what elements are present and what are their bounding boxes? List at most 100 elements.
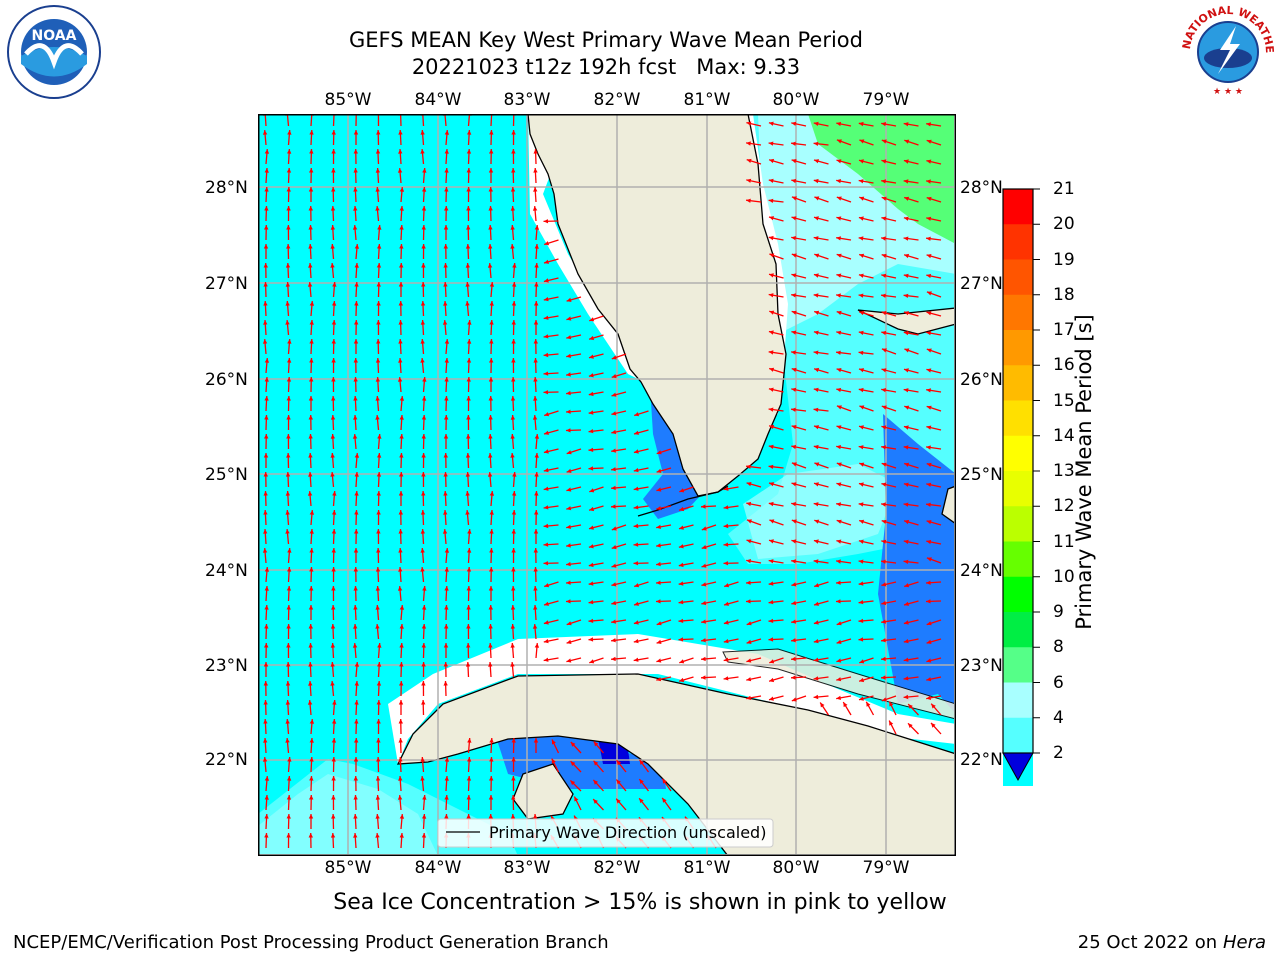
wave-arrow-head (511, 757, 516, 762)
wave-arrow-head (611, 504, 616, 509)
wave-arrow-head (701, 563, 707, 568)
wave-arrow-head (859, 405, 865, 410)
wave-arrow-head (489, 282, 495, 287)
wave-arrow-head (588, 466, 594, 471)
wave-arrow-head (309, 719, 315, 724)
wave-arrow-head (532, 624, 538, 629)
wave-arrow-head (543, 352, 549, 358)
lon-label-bottom: 84°W (414, 858, 462, 878)
wave-arrow-head (746, 141, 751, 146)
wave-arrow-head (331, 339, 336, 344)
wave-arrow-head (331, 396, 336, 401)
wave-arrow-head (421, 833, 427, 838)
wave-arrow-head (308, 225, 313, 230)
wave-arrow-head (467, 529, 472, 534)
wave-arrow-head (352, 225, 358, 230)
wave-arrow-head (859, 677, 865, 683)
wave-arrow-head (330, 472, 335, 477)
wave-arrow-head (309, 586, 314, 591)
wave-arrow-head (354, 491, 359, 496)
wave-arrow-head (443, 244, 448, 249)
wave-arrow-head (331, 605, 336, 610)
wave-arrow-head (544, 412, 550, 417)
wave-arrow-head (791, 216, 797, 221)
wave-arrow-head (544, 601, 549, 606)
wave-arrow-head (791, 141, 796, 146)
wave-arrow-head (926, 695, 931, 700)
wave-arrow-head (903, 502, 909, 507)
wave-arrow-head (791, 330, 797, 335)
wave-arrow-head (611, 485, 616, 491)
wave-arrow-head (398, 510, 403, 515)
wave-arrow-head (589, 354, 594, 359)
wave-arrow-head (331, 168, 336, 173)
wave-arrow-head (511, 567, 516, 572)
wave-arrow-head (836, 599, 841, 604)
wave-arrow-head (616, 779, 621, 785)
wave-arrow-head (375, 187, 380, 192)
wave-arrow-head (309, 377, 314, 382)
wave-arrow-head (543, 505, 549, 510)
sea-ice-note: Sea Ice Concentration > 15% is shown in … (333, 890, 947, 915)
wave-arrow-head (566, 428, 571, 433)
wave-arrow-head (533, 149, 538, 154)
wave-arrow-head (746, 580, 751, 585)
wave-arrow-head (376, 529, 381, 534)
lon-label-top: 81°W (683, 90, 731, 110)
wave-arrow-head (836, 621, 842, 626)
wave-arrow-head (398, 776, 403, 781)
wave-arrow-head (287, 130, 292, 135)
wave-arrow-head (489, 567, 494, 572)
wave-arrow-head (570, 780, 576, 786)
wave-arrow-head (534, 282, 539, 287)
wave-arrow-head (634, 583, 640, 588)
wave-arrow-head (881, 253, 887, 258)
wave-arrow-head (926, 291, 932, 296)
wave-arrow-head (466, 605, 471, 610)
wave-arrow-head (287, 358, 292, 363)
wave-arrow-head (588, 600, 594, 605)
wave-arrow-head (588, 544, 594, 549)
wave-arrow-head (566, 543, 571, 548)
wave-arrow-head (330, 244, 335, 249)
wave-arrow-head (881, 482, 887, 487)
wave-arrow-head (881, 539, 887, 544)
wave-arrow-head (264, 586, 269, 591)
wave-arrow-head (813, 694, 819, 700)
wave-arrow-head (836, 425, 842, 430)
wave-arrow-head (399, 396, 405, 401)
wave-arrow-head (768, 581, 774, 586)
wave-arrow-head (422, 187, 427, 192)
map-legend: Primary Wave Direction (unscaled) (437, 818, 774, 848)
wave-arrow-head (593, 779, 598, 785)
wave-arrow-head (903, 676, 909, 681)
wave-arrow-head (489, 320, 494, 325)
wave-arrow-head (353, 358, 358, 363)
wave-arrow-head (746, 158, 752, 163)
wave-arrow-head (534, 643, 540, 648)
wave-arrow-head (489, 491, 495, 496)
wave-arrow-head (466, 624, 471, 629)
wave-arrow-head (904, 462, 910, 467)
wave-arrow-head (488, 624, 493, 629)
wave-arrow-head (926, 273, 932, 279)
wave-arrow-head (611, 429, 617, 435)
wave-arrow-head (376, 282, 381, 287)
wave-arrow-head (264, 567, 270, 572)
wave-arrow-head (286, 833, 291, 838)
wave-arrow-head (331, 320, 337, 325)
wave-arrow-head (616, 798, 621, 804)
wave-arrow-head (634, 601, 639, 606)
wave-arrow-head (398, 757, 403, 762)
wave-arrow-head (287, 567, 292, 572)
wave-arrow-head (466, 396, 471, 401)
wave-arrow-head (443, 491, 448, 496)
colorbar-band (1003, 717, 1033, 754)
wave-arrow-head (377, 225, 382, 230)
wave-arrow-head (881, 348, 887, 353)
wave-arrow-head (881, 519, 887, 524)
wave-arrow-head (376, 130, 381, 135)
wave-arrow-head (308, 244, 313, 249)
wave-arrow-head (332, 491, 337, 496)
wave-arrow-head (534, 472, 539, 477)
